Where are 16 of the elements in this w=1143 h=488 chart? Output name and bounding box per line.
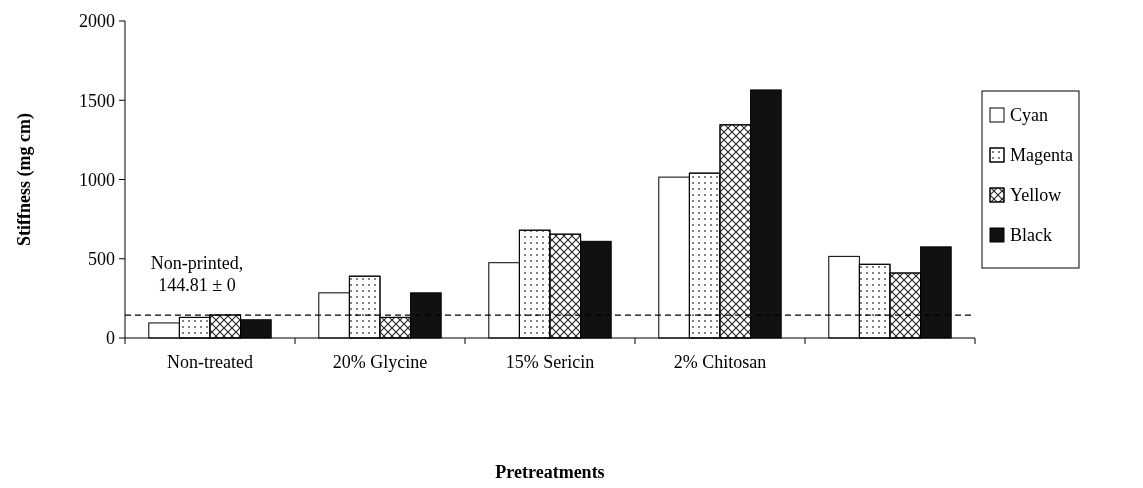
- y-tick-label: 1000: [79, 169, 115, 190]
- legend-label: Yellow: [1010, 185, 1062, 206]
- x-tick-label: 2% Chitosan: [673, 352, 767, 372]
- x-axis-title: Pretreatments: [495, 462, 605, 482]
- x-tick-label: 20% Glycine: [332, 352, 428, 372]
- legend-label: Cyan: [1010, 105, 1048, 126]
- y-tick-label: 1500: [79, 90, 115, 111]
- y-tick-label: 0: [106, 328, 115, 349]
- legend-label: Black: [1010, 225, 1052, 246]
- legend-label: Magenta: [1010, 145, 1073, 166]
- y-tick-label: 2000: [79, 11, 115, 32]
- y-tick-label: 500: [88, 249, 115, 270]
- ref-line-label: Non-printed, 144.81 ± 0: [150, 253, 244, 296]
- x-tick-label: 15% Sericin: [505, 352, 595, 372]
- x-tick-label: Non-treated: [167, 352, 253, 372]
- y-axis-title: Stiffness (mg cm): [14, 113, 35, 246]
